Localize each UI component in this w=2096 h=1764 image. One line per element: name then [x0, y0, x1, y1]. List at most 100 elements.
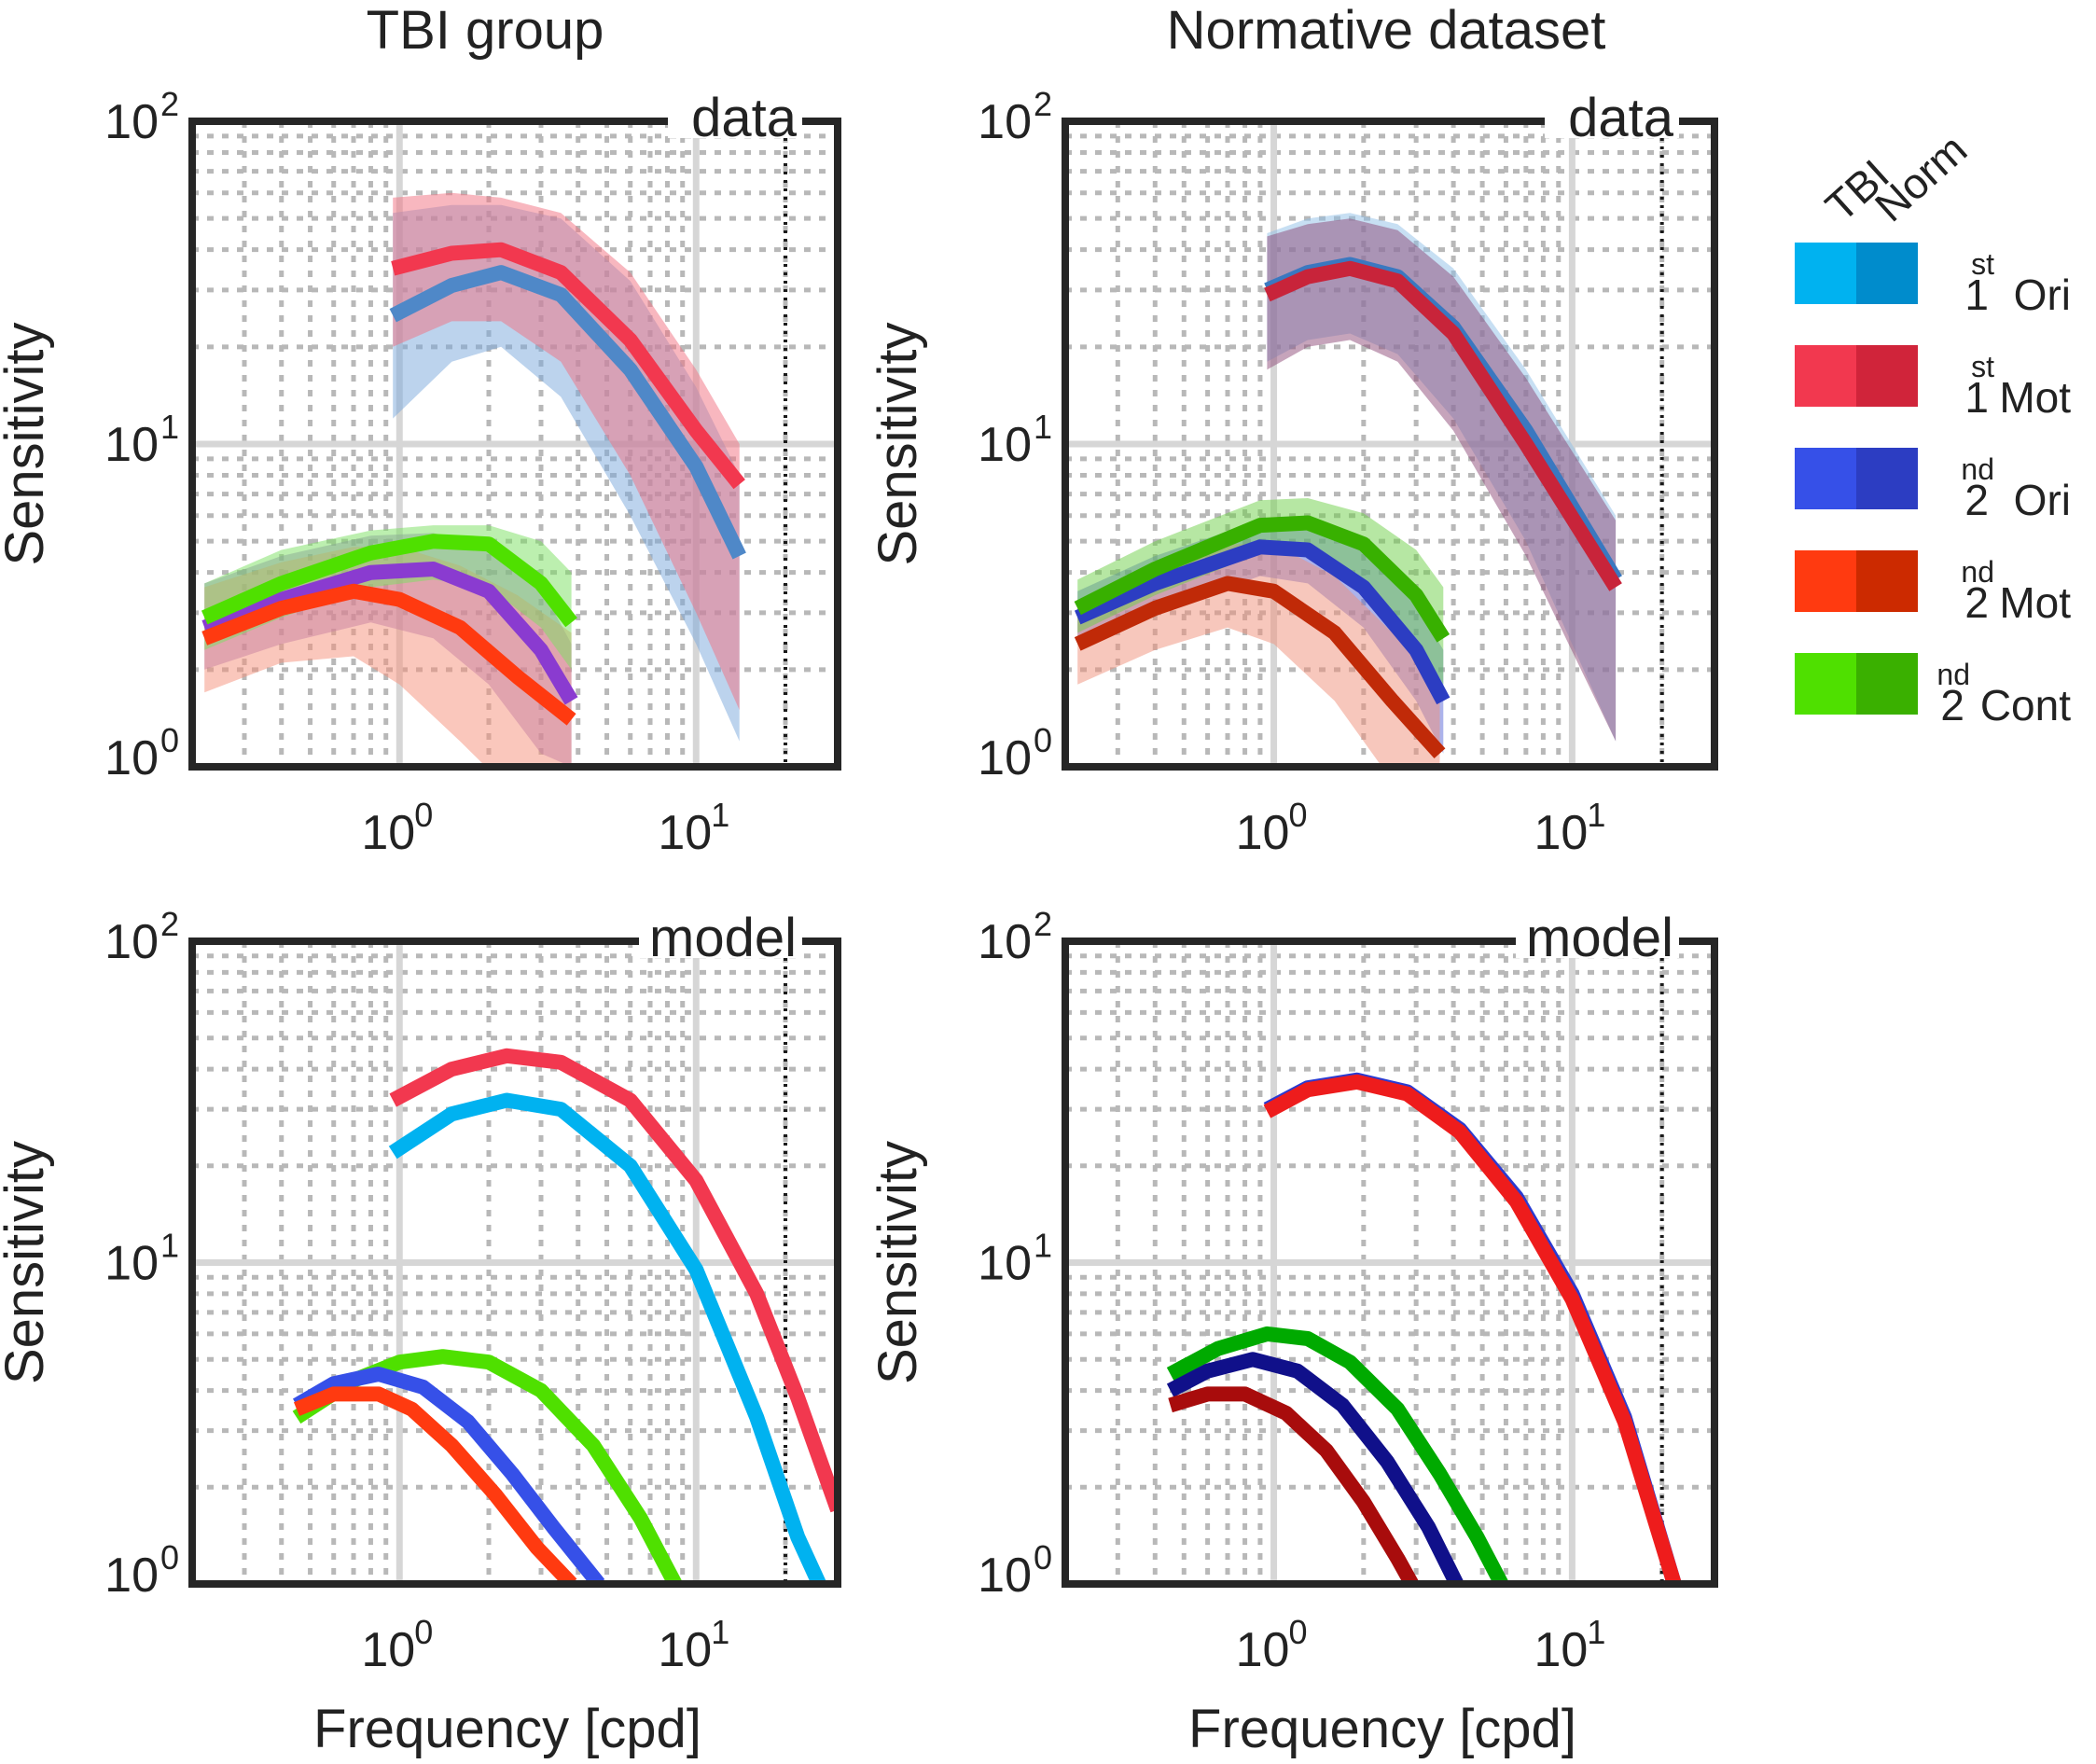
x-tick-label: 10: [361, 1623, 415, 1677]
legend-label: Cont: [1980, 681, 2071, 729]
y-tick-exponent: 1: [1034, 408, 1052, 446]
axes-frame: [188, 938, 841, 1588]
series-line: [1264, 260, 1622, 591]
panel-label: data: [691, 88, 798, 148]
y-tick-label: 10: [104, 731, 159, 785]
legend-swatch-tbi: [1795, 345, 1856, 407]
x-tick-label: 10: [658, 1623, 712, 1677]
series-line: [389, 265, 746, 560]
series-line: [201, 583, 576, 726]
y-tick-exponent: 1: [160, 1227, 179, 1265]
x-tick-label: 10: [1236, 806, 1290, 860]
legend-superscript: nd: [1936, 658, 1970, 691]
series-line: [391, 242, 745, 490]
panel-label-background: [1545, 97, 1679, 138]
y-tick-exponent: 2: [160, 905, 179, 943]
legend-superscript: nd: [1961, 555, 1994, 589]
y-tick-exponent: 1: [1034, 1227, 1052, 1265]
legend-swatch-norm: [1856, 550, 1918, 612]
y-tick-exponent: 2: [160, 85, 179, 123]
x-tick-exponent: 1: [1587, 796, 1605, 834]
y-tick-label: 10: [104, 1549, 159, 1603]
y-tick-exponent: 2: [1034, 905, 1052, 943]
y-tick-exponent: 0: [1034, 721, 1052, 759]
x-tick-exponent: 0: [1289, 1613, 1308, 1651]
legend-superscript: nd: [1961, 452, 1994, 486]
plot-area: [292, 1048, 838, 1584]
y-tick-label: 10: [978, 1237, 1032, 1291]
x-tick-label: 10: [658, 806, 712, 860]
x-axis-label: Frequency [cpd]: [1188, 1699, 1576, 1759]
y-tick-exponent: 0: [1034, 1538, 1052, 1576]
series-band: [204, 525, 572, 670]
legend-swatch-norm: [1856, 345, 1918, 407]
x-tick-label: 10: [361, 806, 415, 860]
axes-frame: [188, 118, 841, 771]
legend-label: Ori: [2014, 476, 2071, 524]
y-tick-exponent: 0: [160, 721, 179, 759]
legend-swatch-tbi: [1795, 653, 1856, 715]
legend-label: Ori: [2014, 271, 2071, 319]
series-band: [393, 192, 740, 711]
x-axis-label: Frequency [cpd]: [313, 1699, 701, 1759]
x-tick-exponent: 0: [414, 1613, 433, 1651]
x-tick-label: 10: [1534, 806, 1588, 860]
y-tick-label: 10: [978, 95, 1032, 149]
grid: [189, 941, 840, 1584]
y-tick-label: 10: [104, 1237, 159, 1291]
series-line: [293, 1386, 577, 1584]
panel-label-background: [639, 917, 802, 958]
panel-label-background: [668, 97, 802, 138]
legend-swatch-norm: [1856, 243, 1918, 304]
y-tick-label: 10: [104, 95, 159, 149]
y-axis-label: Sensitivity: [0, 322, 55, 565]
series-line: [1166, 1352, 1464, 1584]
grid: [1062, 941, 1717, 1584]
x-tick-exponent: 1: [711, 796, 729, 834]
series-line: [1263, 1074, 1682, 1584]
panel-label: model: [649, 908, 797, 968]
panel-label-background: [1516, 917, 1679, 958]
panel-label: model: [1526, 908, 1673, 968]
series-line: [1074, 539, 1451, 705]
x-tick-exponent: 0: [414, 796, 433, 834]
series-line: [292, 1367, 605, 1584]
plot-area: [1166, 1072, 1682, 1584]
legend-number: 2: [1964, 476, 1989, 524]
legend-number: 2: [1964, 578, 1989, 627]
x-tick-label: 10: [1236, 1623, 1290, 1677]
series-line: [1166, 1326, 1508, 1584]
plot-area: [1074, 213, 1622, 767]
panel-label: data: [1568, 88, 1674, 148]
series-line: [1074, 515, 1451, 643]
legend-swatch-tbi: [1795, 448, 1856, 509]
legend-swatch-norm: [1856, 448, 1918, 509]
y-tick-label: 10: [978, 731, 1032, 785]
legend-number: 1: [1964, 373, 1989, 422]
y-axis-label: Sensitivity: [868, 322, 928, 565]
y-tick-exponent: 1: [160, 408, 179, 446]
y-tick-label: 10: [978, 418, 1032, 472]
legend-swatch-tbi: [1795, 550, 1856, 612]
x-tick-exponent: 0: [1289, 796, 1308, 834]
y-tick-label: 10: [978, 915, 1032, 969]
legend-number: 1: [1964, 271, 1989, 319]
legend-label: Mot: [1999, 373, 2071, 422]
legend-swatch-tbi: [1795, 243, 1856, 304]
legend-superscript: st: [1971, 247, 1994, 281]
plot-area: [201, 192, 746, 767]
y-tick-label: 10: [978, 1549, 1032, 1603]
series-line: [388, 1092, 826, 1584]
y-axis-label: Sensitivity: [0, 1141, 55, 1384]
column-title-tbi: TBI group: [367, 0, 604, 61]
legend-label: Mot: [1999, 578, 2071, 627]
y-tick-label: 10: [104, 418, 159, 472]
